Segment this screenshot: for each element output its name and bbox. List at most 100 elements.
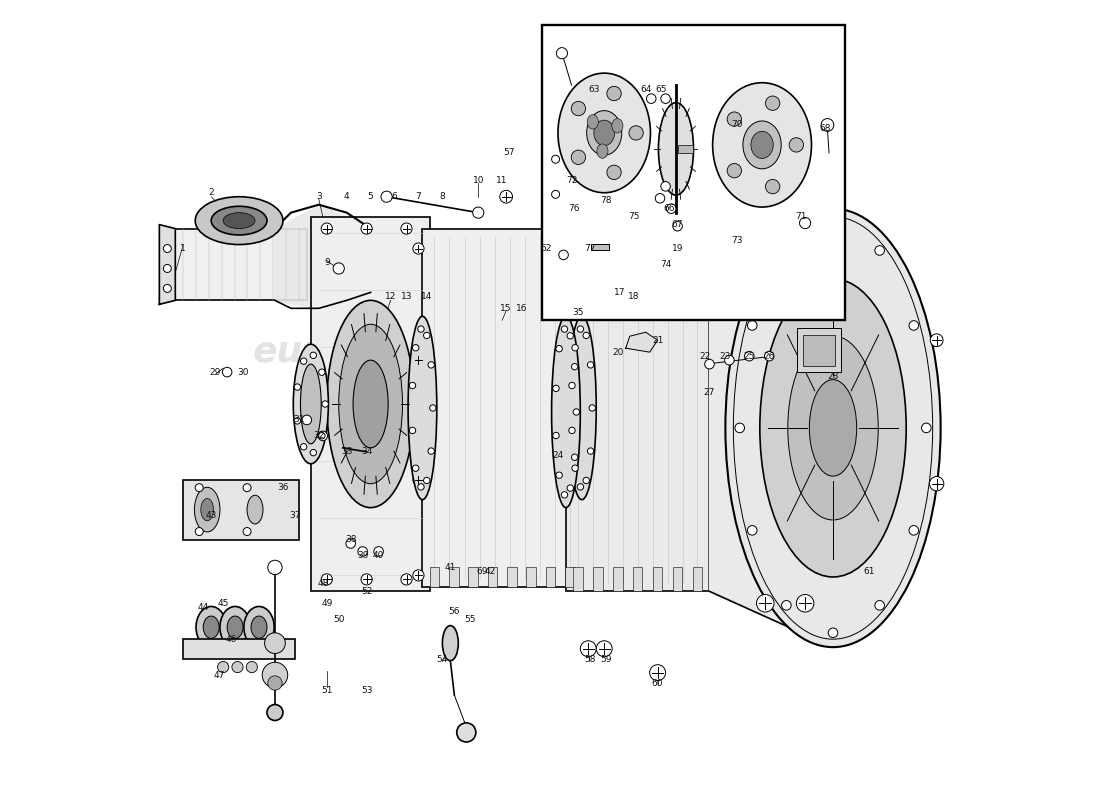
Text: 29: 29	[209, 367, 221, 377]
Bar	[546, 567, 556, 587]
Text: 31: 31	[293, 415, 305, 425]
Text: 73: 73	[732, 236, 744, 245]
Ellipse shape	[647, 94, 656, 103]
Ellipse shape	[294, 344, 329, 464]
Ellipse shape	[800, 218, 811, 229]
Ellipse shape	[596, 641, 613, 657]
Text: 74: 74	[660, 260, 671, 269]
Bar	[449, 567, 459, 587]
Ellipse shape	[319, 369, 324, 375]
Text: 60: 60	[652, 678, 663, 687]
Ellipse shape	[569, 382, 575, 389]
Ellipse shape	[590, 405, 595, 411]
Bar	[430, 567, 439, 587]
Text: 61: 61	[864, 567, 874, 576]
Ellipse shape	[607, 165, 621, 179]
Text: 37: 37	[289, 511, 300, 520]
Ellipse shape	[551, 316, 581, 508]
Text: 76: 76	[569, 204, 580, 213]
Ellipse shape	[195, 484, 204, 492]
Text: 36: 36	[277, 483, 288, 492]
Text: 71: 71	[795, 212, 807, 221]
Text: 26: 26	[763, 352, 774, 361]
Ellipse shape	[223, 213, 255, 229]
Ellipse shape	[748, 321, 757, 330]
Text: 63: 63	[588, 85, 600, 94]
Text: 13: 13	[400, 292, 412, 301]
Ellipse shape	[400, 574, 412, 585]
Polygon shape	[710, 209, 833, 647]
Bar	[803, 335, 835, 366]
Ellipse shape	[424, 478, 430, 484]
Text: 24: 24	[552, 451, 563, 460]
Text: 49: 49	[321, 598, 332, 608]
Ellipse shape	[556, 472, 562, 478]
Ellipse shape	[572, 345, 579, 351]
Ellipse shape	[748, 526, 757, 535]
Bar	[487, 567, 497, 587]
Ellipse shape	[262, 662, 288, 688]
Text: 68: 68	[820, 125, 830, 134]
Ellipse shape	[267, 676, 282, 690]
Ellipse shape	[163, 265, 172, 273]
Ellipse shape	[300, 364, 321, 444]
Text: 17: 17	[614, 288, 625, 297]
Ellipse shape	[163, 285, 172, 292]
Ellipse shape	[727, 112, 741, 126]
Text: 70: 70	[732, 121, 744, 130]
Ellipse shape	[408, 316, 437, 500]
Text: 56: 56	[449, 606, 460, 616]
Ellipse shape	[251, 616, 267, 638]
Text: 62: 62	[540, 244, 552, 253]
Ellipse shape	[571, 102, 585, 116]
Ellipse shape	[766, 179, 780, 194]
Ellipse shape	[597, 144, 608, 158]
Bar	[798, 328, 842, 372]
Ellipse shape	[909, 321, 918, 330]
Ellipse shape	[821, 118, 834, 131]
Ellipse shape	[400, 223, 412, 234]
Ellipse shape	[605, 295, 615, 305]
Ellipse shape	[294, 384, 300, 390]
Ellipse shape	[661, 94, 670, 103]
Ellipse shape	[810, 380, 857, 476]
Text: 3: 3	[316, 192, 321, 202]
Bar	[184, 480, 299, 539]
Text: eurospares: eurospares	[613, 410, 806, 438]
Ellipse shape	[572, 454, 578, 461]
Text: 12: 12	[385, 292, 396, 301]
Ellipse shape	[930, 477, 944, 491]
Ellipse shape	[196, 606, 227, 648]
Bar	[507, 567, 517, 587]
Text: 8: 8	[440, 192, 446, 202]
Text: 22: 22	[700, 352, 711, 361]
Text: 57: 57	[503, 148, 515, 158]
Ellipse shape	[246, 662, 257, 673]
Ellipse shape	[227, 616, 243, 638]
Text: 34: 34	[361, 447, 372, 456]
Ellipse shape	[705, 359, 714, 369]
Text: 32: 32	[314, 431, 324, 440]
Text: 66: 66	[663, 204, 675, 213]
Ellipse shape	[578, 484, 584, 490]
Ellipse shape	[310, 450, 317, 456]
Ellipse shape	[659, 102, 693, 195]
Text: 28: 28	[827, 371, 838, 381]
Ellipse shape	[757, 594, 774, 612]
Ellipse shape	[725, 355, 734, 365]
Ellipse shape	[327, 300, 415, 508]
Text: 25: 25	[744, 352, 755, 361]
Ellipse shape	[232, 662, 243, 673]
Ellipse shape	[412, 345, 419, 351]
Bar	[311, 217, 430, 591]
Ellipse shape	[581, 641, 596, 657]
Ellipse shape	[412, 474, 424, 486]
Ellipse shape	[796, 594, 814, 612]
Ellipse shape	[553, 385, 559, 391]
Ellipse shape	[568, 485, 573, 491]
Text: 54: 54	[437, 654, 448, 663]
Text: 50: 50	[333, 614, 344, 624]
Text: 52: 52	[361, 587, 372, 596]
Ellipse shape	[553, 432, 559, 438]
Ellipse shape	[587, 114, 598, 129]
